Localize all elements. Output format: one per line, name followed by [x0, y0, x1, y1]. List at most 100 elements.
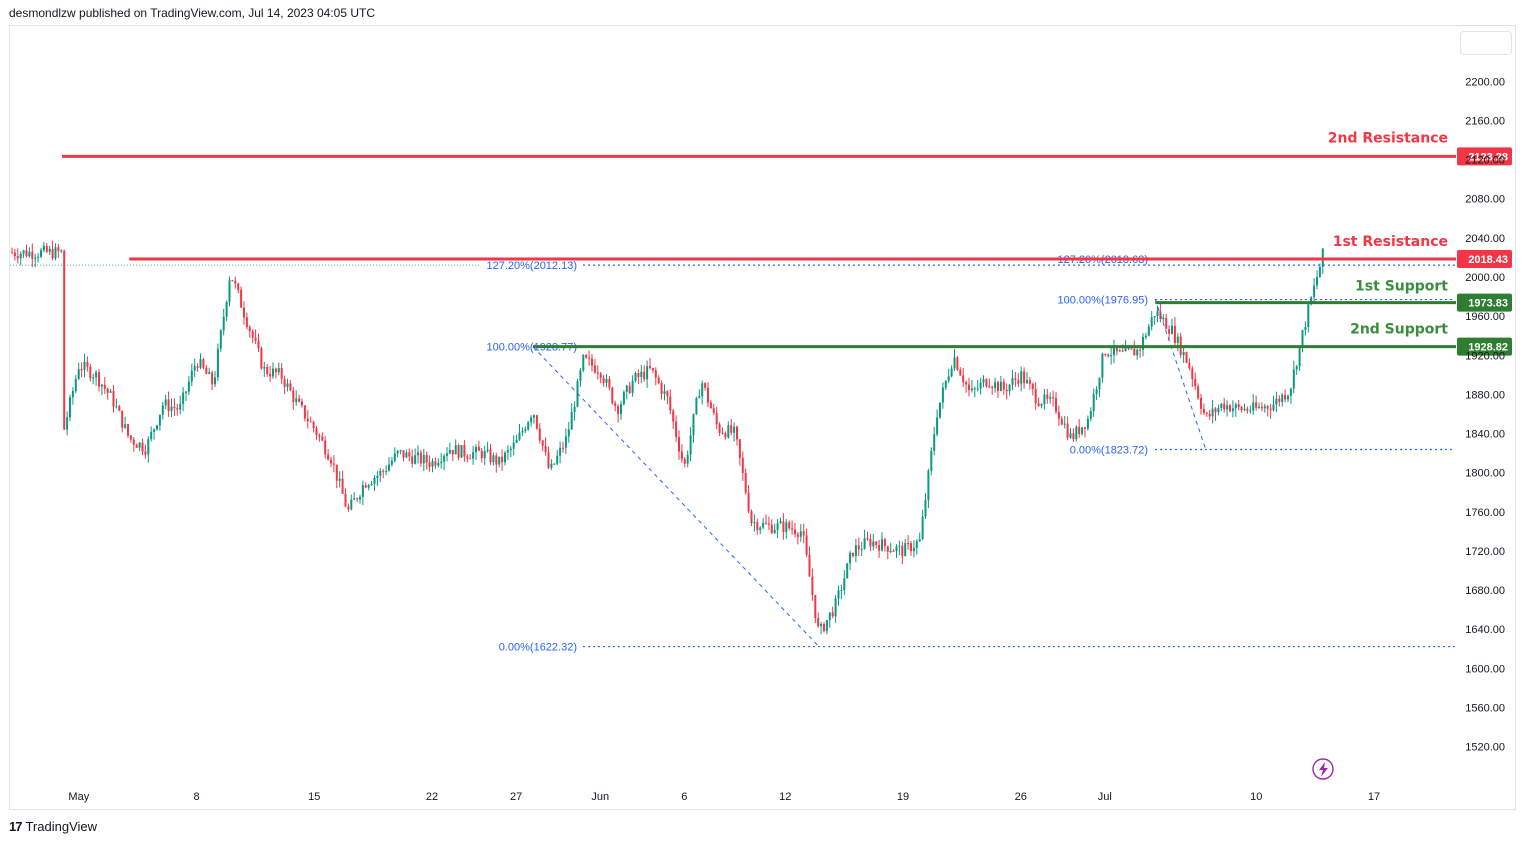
candle-body [350, 499, 353, 510]
candle-body [92, 377, 95, 379]
candle-body [71, 390, 74, 398]
candle-body [1144, 335, 1147, 338]
lightning-icon[interactable] [1312, 758, 1334, 780]
candle-body [266, 367, 269, 374]
candle-body [199, 359, 202, 368]
candle-body [927, 470, 930, 500]
candle-body [214, 377, 216, 385]
candle-body [907, 543, 910, 545]
candle-body [330, 459, 332, 464]
candle-body [828, 612, 831, 621]
candle-body [1240, 406, 1243, 411]
fib-trend-line [1154, 299, 1207, 450]
candle-body [51, 248, 54, 259]
candle-body [512, 442, 515, 449]
candle-body [127, 424, 129, 436]
candle-body [562, 447, 564, 449]
candle-body [1095, 389, 1098, 394]
y-tick-label: 1880.00 [1465, 389, 1505, 401]
candle-body [753, 522, 756, 524]
candle-body [950, 368, 953, 377]
candle-body [1258, 406, 1260, 408]
candle-body [335, 464, 338, 481]
candle-body [857, 545, 860, 550]
candle-body [605, 379, 608, 383]
candle-body [765, 522, 767, 524]
price-axis: 2200.00 2160.00 2120.00 2080.00 2040.00 2000.… [1465, 76, 1505, 753]
candle-body [243, 307, 245, 318]
candle-body [1026, 380, 1028, 384]
x-tick-label: 8 [193, 791, 199, 803]
candle-body [591, 358, 593, 366]
candle-body [298, 398, 301, 402]
candle-body [1142, 337, 1144, 350]
candle-body [399, 450, 402, 452]
candle-body [895, 546, 898, 552]
candle-body [585, 354, 588, 358]
candle-body [1063, 423, 1066, 425]
candle-body [248, 327, 251, 332]
candle-body [762, 522, 765, 528]
candle-body [393, 453, 396, 461]
candle-body [263, 367, 266, 369]
x-tick-label: 26 [1015, 791, 1027, 803]
candle-body [42, 245, 45, 251]
candle-body [251, 331, 254, 338]
candle-body [849, 552, 852, 564]
candle-body [933, 434, 936, 451]
candle-body [999, 381, 1002, 392]
candle-body [704, 383, 707, 388]
candle-body [1110, 355, 1113, 357]
candle-body [1266, 406, 1269, 409]
key-levels: 2nd Resistance 2123.28 1st Resistance 2018.… [62, 130, 1512, 356]
candle-body [1229, 405, 1231, 412]
candle-body [1316, 277, 1318, 286]
candle-body [1069, 433, 1072, 438]
candle-body [654, 370, 657, 378]
candle-body [1055, 397, 1057, 412]
candle-body [179, 403, 182, 410]
candle-body [1113, 346, 1115, 356]
candle-body [1162, 317, 1165, 320]
chart-settings-box[interactable] [1460, 31, 1512, 55]
candle-body [396, 450, 399, 454]
candle-body [1086, 418, 1089, 429]
chart-frame [9, 25, 1516, 810]
x-tick-label: 10 [1250, 791, 1262, 803]
candle-body [115, 406, 118, 408]
candle-body [1031, 384, 1034, 390]
candle-body [788, 522, 791, 529]
candle-body [483, 450, 486, 459]
candle-body [692, 413, 695, 436]
candle-body [1040, 404, 1043, 406]
candle-body [712, 408, 715, 413]
candle-body [1223, 403, 1226, 410]
2nd-resistance-badge [1457, 147, 1512, 166]
2nd-resistance-label: 2nd Resistance [1328, 130, 1448, 146]
1st-support-label: 1st Support [1355, 279, 1448, 295]
candle-body [13, 252, 16, 257]
candle-body [100, 384, 103, 387]
candle-body [611, 387, 614, 404]
candle-body [776, 523, 779, 530]
candle-body [738, 439, 741, 458]
candle-body [257, 340, 260, 349]
candle-body [1165, 317, 1168, 330]
candle-body [141, 442, 144, 452]
candle-body [1237, 404, 1240, 407]
candle-body [477, 446, 480, 451]
candle-body [277, 367, 280, 373]
candle-body [973, 388, 976, 390]
candle-body [118, 406, 121, 411]
2nd-support-badge [1457, 337, 1512, 356]
y-tick-label: 1560.00 [1465, 703, 1505, 715]
candle-body [1057, 411, 1060, 419]
candle-body [1298, 345, 1301, 367]
candle-body [538, 428, 541, 441]
candle-body [1118, 350, 1121, 352]
candle-body [1139, 349, 1142, 351]
candle-body [1246, 408, 1249, 411]
candle-body [1292, 369, 1295, 389]
candle-body [1153, 316, 1156, 318]
